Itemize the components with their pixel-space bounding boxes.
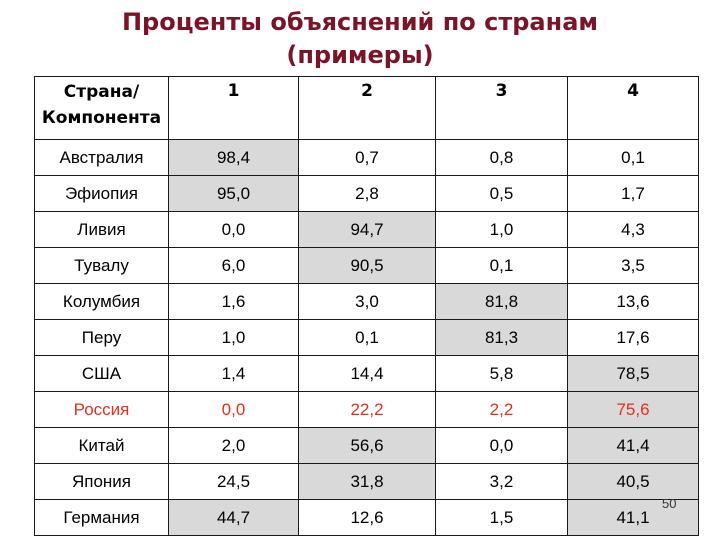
value-cell: 3,5 [567,247,699,284]
table-row: Перу 1,0 0,1 81,3 17,6 [34,319,699,356]
value-cell: 2,2 [435,391,568,428]
value-cell: 2,0 [168,427,299,464]
value-cell: 0,0 [168,211,299,248]
header-component-1: 1 [168,76,299,140]
table-row: Россия 0,0 22,2 2,2 75,6 [34,391,699,428]
header-label-line1: Страна/ [63,82,140,102]
table-row: Колумбия 1,6 3,0 81,8 13,6 [34,283,699,320]
value-cell: 4,3 [567,211,699,248]
value-cell: 31,8 [298,463,436,500]
value-cell: 13,6 [567,283,699,320]
country-cell: Колумбия [34,283,169,320]
value-cell: 0,1 [435,247,568,284]
value-cell: 94,7 [298,211,436,248]
value-cell: 0,8 [435,139,568,176]
table-row: США 1,4 14,4 5,8 78,5 [34,355,699,392]
table-row: Германия 44,7 12,6 1,5 41,1 [34,499,699,536]
slide-title: Проценты объяснений по странам (примеры) [0,6,720,72]
table-row: Ливия 0,0 94,7 1,0 4,3 [34,211,699,248]
value-cell: 95,0 [168,175,299,212]
header-label-line2: Компонента [41,108,162,128]
value-cell: 75,6 [567,391,699,428]
country-cell: Китай [34,427,169,464]
value-cell: 3,0 [298,283,436,320]
slide-title-line2: (примеры) [286,41,434,69]
value-cell: 17,6 [567,319,699,356]
country-cell: Эфиопия [34,175,169,212]
value-cell: 0,1 [567,139,699,176]
value-cell: 0,1 [298,319,436,356]
value-cell: 44,7 [168,499,299,536]
value-cell: 81,3 [435,319,568,356]
table-header-row: Страна/ Компонента 1 2 3 4 [34,76,699,140]
value-cell: 6,0 [168,247,299,284]
value-cell: 78,5 [567,355,699,392]
value-cell: 0,7 [298,139,436,176]
value-cell: 22,2 [298,391,436,428]
value-cell: 90,5 [298,247,436,284]
value-cell: 12,6 [298,499,436,536]
value-cell: 1,4 [168,355,299,392]
value-cell: 98,4 [168,139,299,176]
value-cell: 41,4 [567,427,699,464]
page-number: 50 [662,496,677,511]
country-cell: Япония [34,463,169,500]
value-cell: 1,5 [435,499,568,536]
value-cell: 3,2 [435,463,568,500]
header-country-component: Страна/ Компонента [34,76,169,140]
value-cell: 0,0 [168,391,299,428]
table-body: Австралия 98,4 0,7 0,8 0,1 Эфиопия 95,0 … [34,139,699,536]
value-cell: 0,5 [435,175,568,212]
value-cell: 41,1 [567,499,699,536]
country-cell: Ливия [34,211,169,248]
value-cell: 56,6 [298,427,436,464]
country-cell: Перу [34,319,169,356]
value-cell: 1,6 [168,283,299,320]
value-cell: 5,8 [435,355,568,392]
value-cell: 1,0 [168,319,299,356]
slide-title-line1: Проценты объяснений по странам [121,8,599,36]
value-cell: 1,7 [567,175,699,212]
table-row: Тувалу 6,0 90,5 0,1 3,5 [34,247,699,284]
value-cell: 14,4 [298,355,436,392]
value-cell: 24,5 [168,463,299,500]
table-row: Япония 24,5 31,8 3,2 40,5 [34,463,699,500]
header-component-3: 3 [435,76,568,140]
header-component-4: 4 [567,76,699,140]
table-row: Эфиопия 95,0 2,8 0,5 1,7 [34,175,699,212]
data-table-container: Страна/ Компонента 1 2 3 4 Австралия 98,… [34,76,699,536]
value-cell: 1,0 [435,211,568,248]
table-row: Австралия 98,4 0,7 0,8 0,1 [34,139,699,176]
value-cell: 2,8 [298,175,436,212]
value-cell: 0,0 [435,427,568,464]
data-table: Страна/ Компонента 1 2 3 4 Австралия 98,… [34,76,699,536]
country-cell: Австралия [34,139,169,176]
value-cell: 40,5 [567,463,699,500]
header-component-2: 2 [298,76,436,140]
value-cell: 81,8 [435,283,568,320]
country-cell: США [34,355,169,392]
country-cell: Германия [34,499,169,536]
country-cell: Россия [34,391,169,428]
table-row: Китай 2,0 56,6 0,0 41,4 [34,427,699,464]
country-cell: Тувалу [34,247,169,284]
